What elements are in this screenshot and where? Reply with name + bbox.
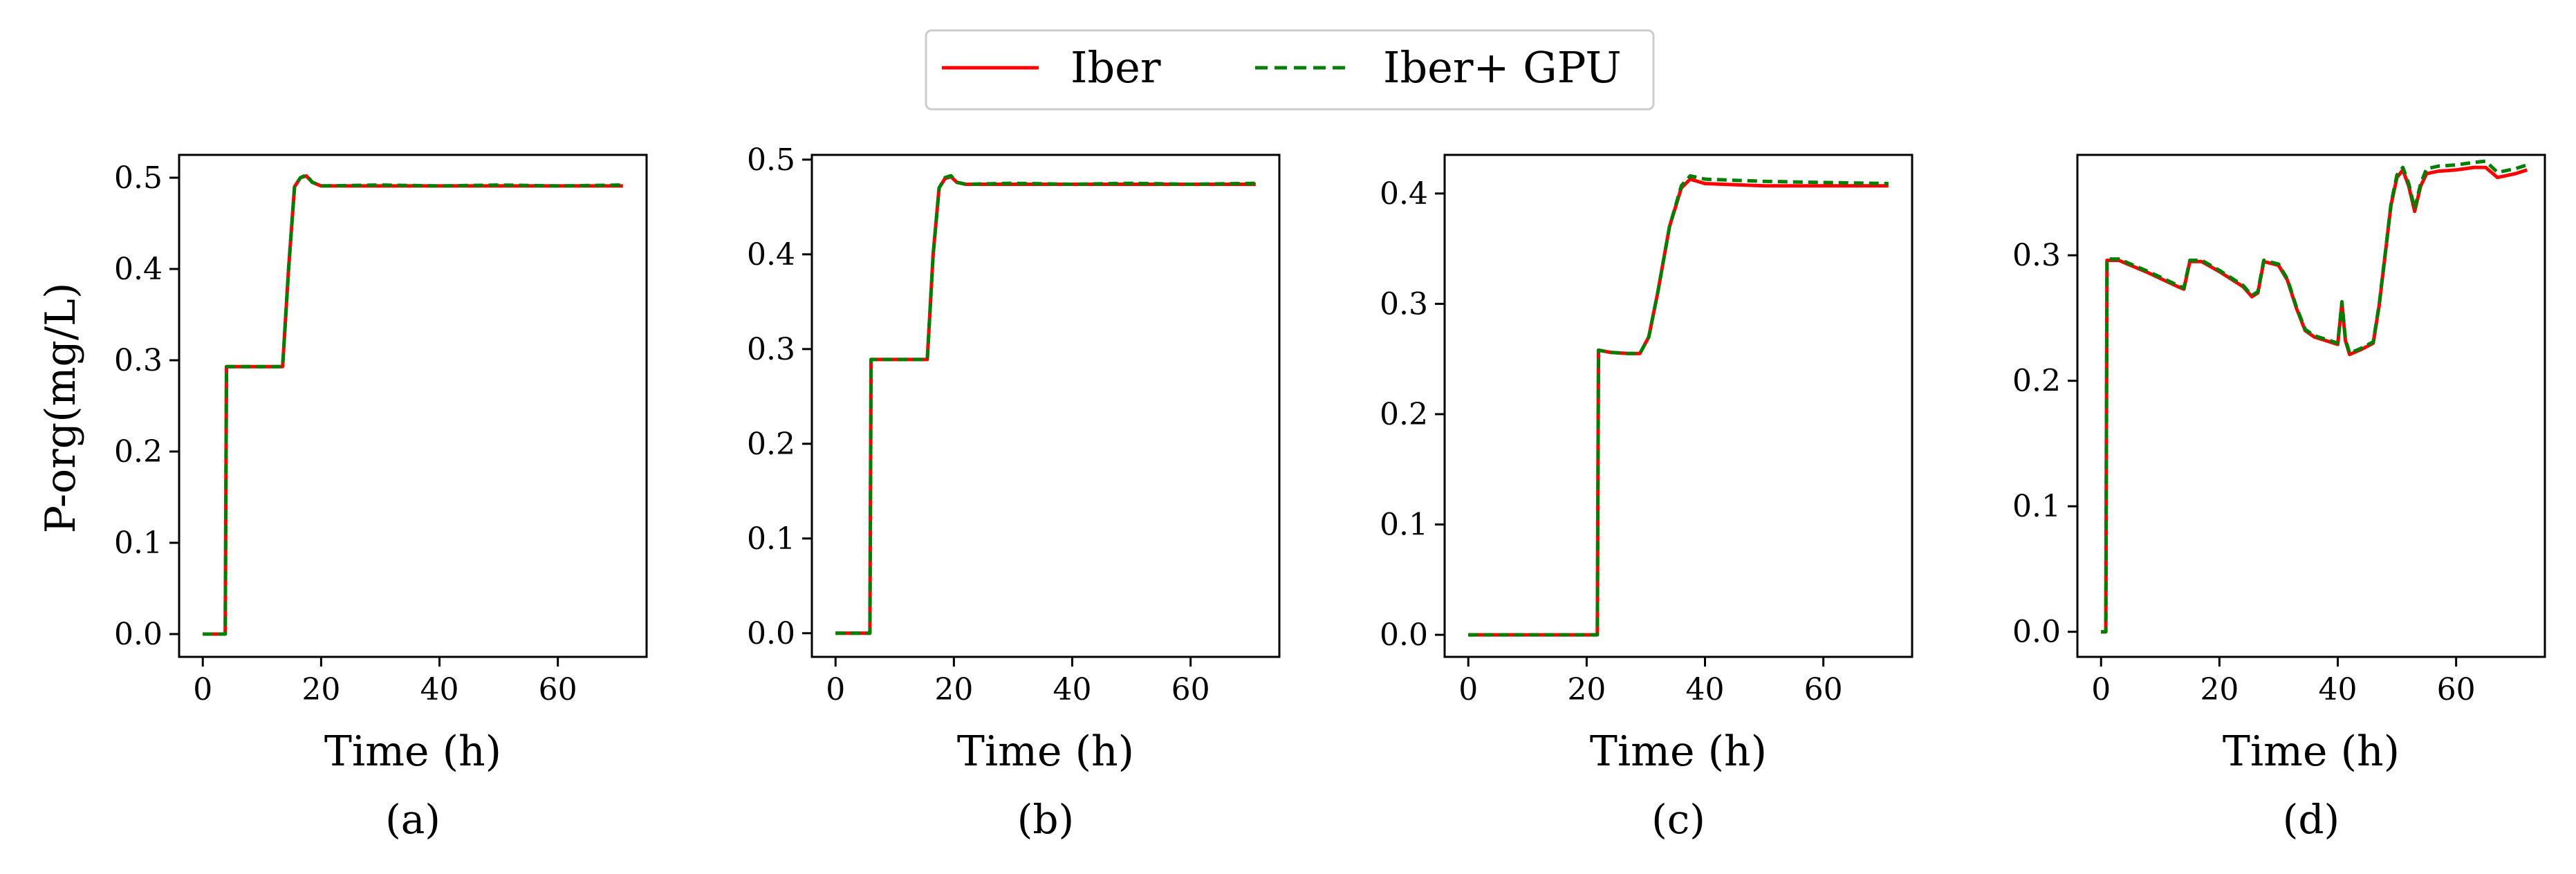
y-tick-label: 0.0: [1380, 617, 1428, 653]
x-axis-label: Time (h): [957, 727, 1134, 776]
axes-frame: [178, 154, 648, 658]
y-tick-label: 0.2: [1380, 397, 1428, 432]
y-tick-label: 0.4: [747, 237, 795, 272]
series-line-iber: [2101, 165, 2528, 634]
y-tick-label: 0.3: [1380, 286, 1428, 322]
y-tick-label: 0.0: [2012, 615, 2061, 650]
x-tick-label: 0: [2091, 672, 2111, 707]
x-tick-label: 20: [1567, 672, 1606, 707]
legend-label-iber-gpu: Iber+ GPU: [1383, 42, 1622, 93]
panel-label: (c): [1651, 796, 1705, 843]
x-tick-label: 60: [1804, 672, 1843, 707]
legend-frame: [925, 29, 1655, 111]
y-tick-label: 0.2: [747, 427, 795, 462]
axes-frame: [810, 154, 1281, 658]
panel-a: Time (h) (a) 0 20 40 60 0.0 0.1 0.2 0.3 0.4 0.5: [114, 154, 648, 843]
x-axis-label: Time (h): [1590, 727, 1767, 776]
y-tick-label: 0.1: [2012, 489, 2061, 524]
y-axis-label: P-org(mg/L): [37, 283, 85, 534]
x-tick-label: 60: [539, 672, 577, 707]
x-tick-label: 60: [1171, 672, 1210, 707]
y-tick-label: 0.5: [114, 160, 163, 196]
x-tick-label: 0: [826, 672, 845, 707]
series-line-iber: [835, 175, 1256, 635]
series-line-iber: [203, 174, 623, 636]
y-tick-label: 0.1: [1380, 508, 1428, 543]
x-tick-label: 20: [2200, 672, 2239, 707]
panel-b: Time (h) (b) 0 20 40 60 0.0 0.1 0.2 0.3 0.4 0.5: [747, 142, 1281, 843]
x-tick-label: 20: [934, 672, 973, 707]
x-tick-label: 40: [420, 672, 459, 707]
x-tick-label: 40: [1686, 672, 1725, 707]
x-tick-label: 60: [2437, 672, 2476, 707]
x-tick-label: 0: [1458, 672, 1478, 707]
y-tick-label: 0.3: [747, 332, 795, 367]
series-line-iber: [1468, 177, 1889, 637]
y-tick-label: 0.0: [114, 617, 163, 652]
panel-label: (a): [385, 796, 441, 843]
legend: Iber Iber+ GPU: [925, 29, 1655, 111]
y-tick-label: 0.1: [747, 521, 795, 557]
y-tick-label: 0.4: [114, 252, 163, 287]
series-line-iber-gpu: [835, 174, 1256, 635]
y-tick-label: 0.5: [747, 142, 795, 178]
series-line-iber-gpu: [203, 173, 623, 636]
x-tick-label: 20: [302, 672, 340, 707]
y-tick-label: 0.3: [114, 343, 163, 378]
legend-label-iber: Iber: [1071, 42, 1161, 93]
panel-label: (b): [1017, 796, 1074, 843]
x-tick-label: 40: [2319, 672, 2357, 707]
panel-c: Time (h) (c) 0 20 40 60 0.0 0.1 0.2 0.3 0.4: [1380, 154, 1914, 843]
y-tick-label: 0.2: [2012, 364, 2061, 399]
x-tick-label: 0: [193, 672, 212, 707]
axes-frame: [1443, 154, 1914, 658]
x-tick-label: 40: [1053, 672, 1092, 707]
y-tick-label: 0.2: [114, 434, 163, 469]
y-tick-label: 0.3: [2012, 238, 2061, 273]
x-axis-label: Time (h): [2223, 727, 2400, 776]
y-tick-label: 0.0: [747, 616, 795, 651]
panel-d: Time (h) (d) 0 20 40 60 0.0 0.1 0.2 0.3: [2012, 154, 2546, 843]
panel-label: (d): [2283, 796, 2339, 843]
y-tick-label: 0.4: [1380, 176, 1428, 212]
series-line-iber-gpu: [1468, 174, 1889, 637]
series-line-iber-gpu: [2101, 159, 2528, 634]
axes-frame: [2076, 154, 2546, 658]
y-tick-label: 0.1: [114, 526, 163, 561]
x-axis-label: Time (h): [324, 727, 501, 776]
